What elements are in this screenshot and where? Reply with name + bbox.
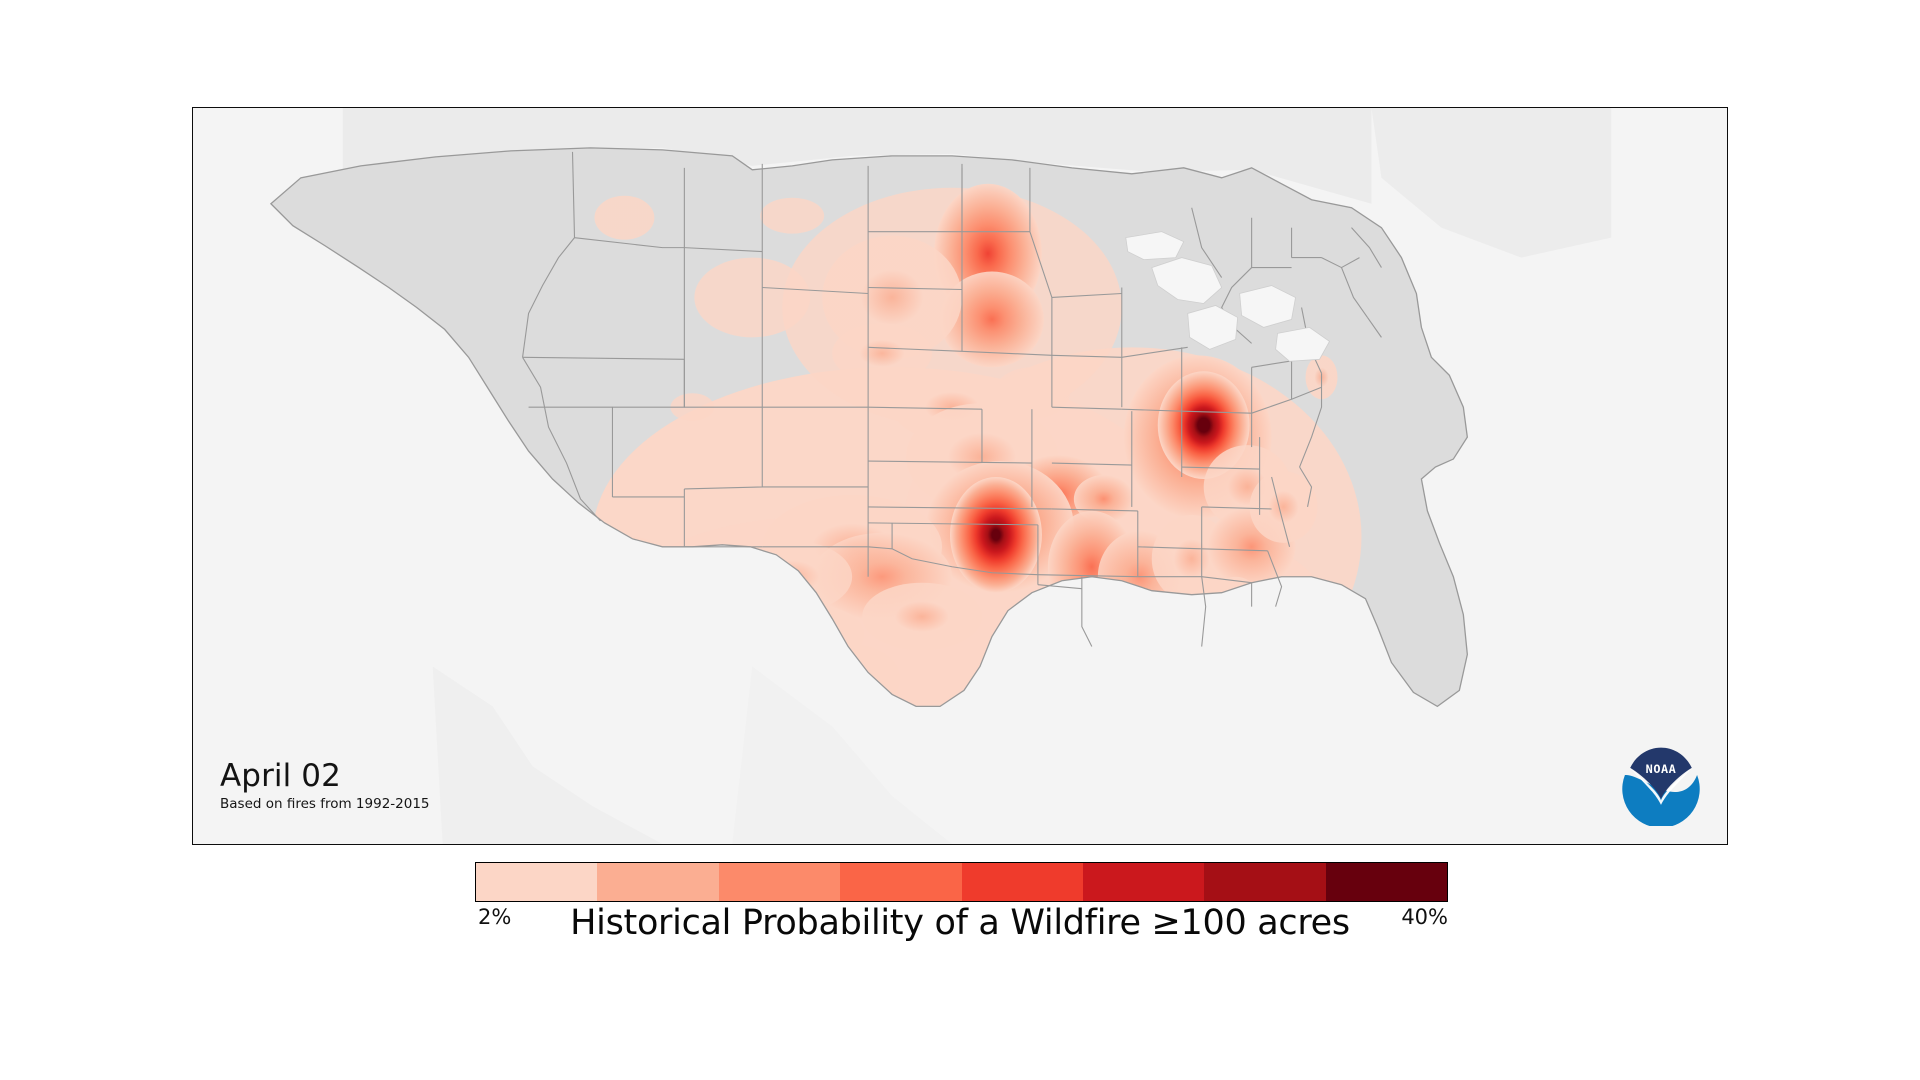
colorbar-max-label: 40% — [1401, 905, 1448, 929]
great-lakes — [1125, 231, 1331, 362]
colorbar-swatch-6 — [1082, 863, 1205, 901]
map-panel: April 02 Based on fires from 1992-2015 N… — [192, 107, 1728, 845]
hotspot-carolinas — [1249, 471, 1318, 543]
hotspot-oklahoma — [950, 476, 1042, 593]
colorbar-swatch-2 — [597, 863, 719, 901]
colorbar-swatch-5 — [961, 863, 1083, 901]
colorbar-swatch-1 — [476, 863, 598, 901]
colorbar-swatch-3 — [718, 863, 841, 901]
state-boundaries — [522, 151, 1382, 647]
noaa-logo: NOAA — [1622, 743, 1700, 826]
hotspot-central-texas — [862, 582, 982, 651]
map-subtitle: Based on fires from 1992-2015 — [220, 796, 430, 812]
hotspot-south-dakota — [832, 323, 933, 384]
us-coastline — [269, 147, 1469, 708]
noaa-logo-wordmark: NOAA — [1646, 762, 1677, 776]
colorbar-swatch-7 — [1204, 863, 1326, 901]
hotspot-washington — [594, 195, 655, 240]
hotspot-montana — [694, 257, 811, 338]
colorbar-swatch-8 — [1325, 863, 1447, 901]
hotspot-montana-north — [760, 197, 825, 234]
colorbar-swatch-4 — [840, 863, 962, 901]
colorbar-caption: Historical Probability of a Wildfire ≥10… — [570, 903, 1350, 943]
hotspot-iowa — [993, 367, 1070, 420]
noaa-logo-bird — [1630, 747, 1692, 800]
colorbar-swatches — [475, 862, 1448, 902]
us-choropleth-map — [193, 108, 1727, 844]
map-title: April 02 — [220, 758, 341, 794]
hotspot-minnesota — [940, 271, 1044, 368]
colorbar-min-label: 2% — [478, 905, 512, 929]
colorbar — [475, 862, 1448, 902]
surrounding-landmass — [342, 108, 1612, 844]
